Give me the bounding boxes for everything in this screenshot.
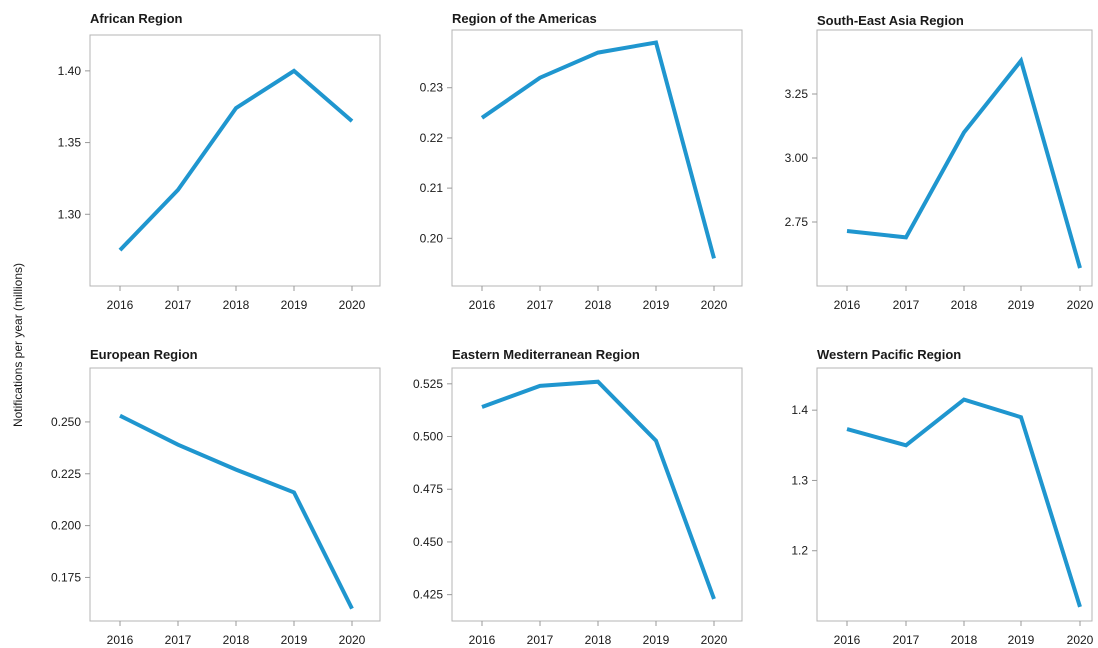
plot-frame (89, 367, 381, 622)
x-tick-label: 2019 (1008, 633, 1035, 647)
x-tick-label: 2020 (339, 633, 366, 647)
x-tick-label: 2016 (834, 633, 861, 647)
x-tick-label: 2019 (643, 298, 670, 312)
x-tick-label: 2017 (527, 298, 554, 312)
chart-panel: Region of the Americas 0.20 0.21 0.22 0.23 20… (420, 11, 743, 312)
x-tick-label: 2016 (469, 298, 496, 312)
y-tick-label: 1.3 (791, 473, 808, 487)
x-tick-label: 2018 (585, 298, 612, 312)
x-tick-label: 2017 (527, 633, 554, 647)
y-tick-label: 0.475 (413, 482, 443, 496)
y-tick-label: 0.250 (51, 415, 81, 429)
y-tick-label: 2.75 (785, 215, 809, 229)
x-tick-label: 2017 (893, 298, 920, 312)
y-axis-label: Notifications per year (millions) (11, 263, 25, 427)
x-tick-label: 2016 (834, 298, 861, 312)
panel-title: Region of the Americas (452, 11, 597, 26)
y-tick-label: 0.200 (51, 519, 81, 533)
y-tick-label: 1.30 (58, 207, 82, 221)
series-line (118, 68, 354, 252)
y-tick-label: 0.175 (51, 570, 81, 584)
chart-panel: Eastern Mediterranean Region 0.425 0.450 0.… (413, 347, 743, 647)
plot-frame (89, 34, 381, 287)
x-tick-label: 2020 (1067, 633, 1094, 647)
x-tick-label: 2016 (107, 298, 134, 312)
y-tick-label: 0.22 (420, 131, 444, 145)
x-tick-label: 2020 (1067, 298, 1094, 312)
chart-panel: Western Pacific Region 1.2 1.3 1.4 2016 2017 2… (791, 347, 1093, 647)
x-tick-label: 2018 (223, 298, 250, 312)
panel-title: European Region (90, 347, 198, 362)
series-line (846, 56, 1082, 269)
y-tick-label: 0.500 (413, 430, 443, 444)
y-tick-label: 1.40 (58, 64, 82, 78)
chart-panels: African Region 1.30 1.35 1.40 2016 2017 2018 20… (51, 11, 1094, 647)
series-line (846, 397, 1082, 608)
series-line (480, 40, 716, 259)
y-tick-label: 0.23 (420, 81, 444, 95)
x-tick-label: 2017 (165, 633, 192, 647)
x-tick-label: 2020 (339, 298, 366, 312)
series-line (481, 379, 716, 600)
x-tick-label: 2019 (281, 298, 308, 312)
x-tick-label: 2018 (951, 633, 978, 647)
y-tick-label: 0.225 (51, 467, 81, 481)
y-tick-label: 1.4 (791, 403, 808, 417)
x-tick-label: 2019 (643, 633, 670, 647)
x-tick-label: 2017 (165, 298, 192, 312)
y-tick-label: 0.425 (413, 588, 443, 602)
y-tick-label: 0.525 (413, 377, 443, 391)
plot-frame (451, 29, 743, 287)
y-tick-label: 3.00 (785, 151, 809, 165)
x-tick-label: 2016 (107, 633, 134, 647)
chart-panel: European Region 0.175 0.200 0.225 0.250 2016 2… (51, 347, 381, 647)
y-tick-label: 0.21 (420, 181, 444, 195)
y-tick-label: 1.35 (58, 136, 82, 150)
panel-title: Eastern Mediterranean Region (452, 347, 640, 362)
x-tick-label: 2018 (585, 633, 612, 647)
panel-title: South-East Asia Region (817, 13, 964, 28)
x-tick-label: 2020 (701, 633, 728, 647)
chart-panel: African Region 1.30 1.35 1.40 2016 2017 2018 20… (58, 11, 381, 312)
x-tick-label: 2017 (893, 633, 920, 647)
panel-title: African Region (90, 11, 183, 26)
chart-panel: South-East Asia Region 2.75 3.00 3.25 2016 20… (785, 13, 1094, 312)
plot-frame (451, 367, 743, 622)
x-tick-label: 2019 (281, 633, 308, 647)
x-tick-label: 2018 (223, 633, 250, 647)
x-tick-label: 2016 (469, 633, 496, 647)
x-tick-label: 2020 (701, 298, 728, 312)
y-tick-label: 1.2 (791, 544, 808, 558)
y-tick-label: 0.450 (413, 535, 443, 549)
plot-frame (816, 367, 1093, 622)
x-tick-label: 2018 (951, 298, 978, 312)
y-tick-label: 3.25 (785, 87, 809, 101)
panel-title: Western Pacific Region (817, 347, 961, 362)
series-line (119, 413, 354, 610)
y-tick-label: 0.20 (420, 231, 444, 245)
x-tick-label: 2019 (1008, 298, 1035, 312)
